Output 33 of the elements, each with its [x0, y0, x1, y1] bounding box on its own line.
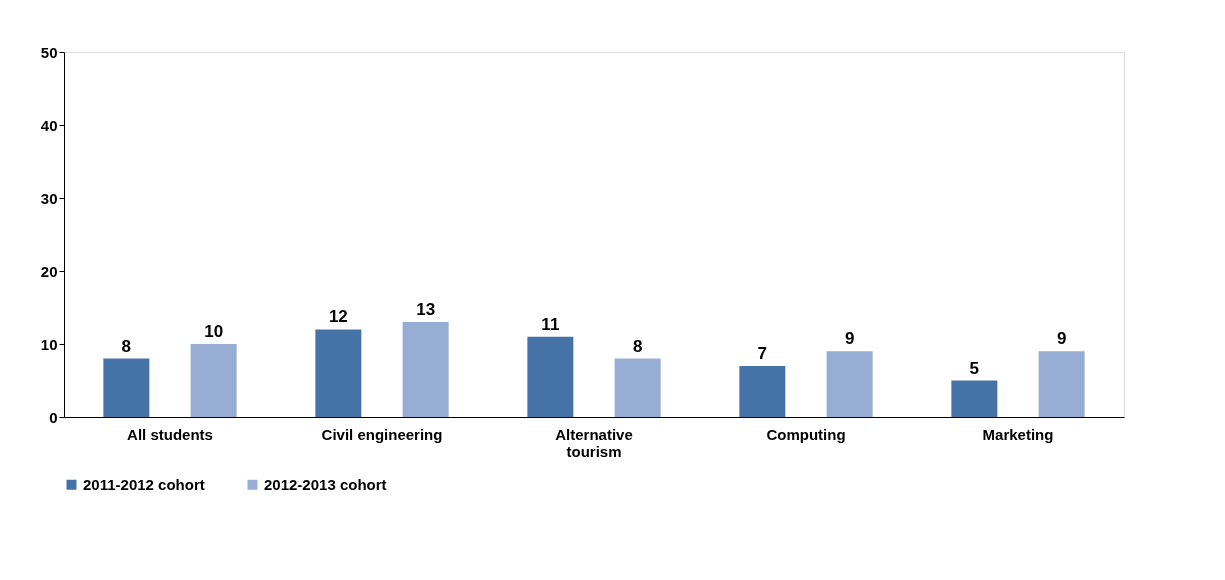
data-label: 11 [541, 314, 560, 334]
bar [527, 336, 574, 417]
data-label: 9 [1056, 329, 1067, 349]
x-tick-label: Alternative tourism [555, 425, 633, 460]
bar [190, 344, 237, 417]
bar [1038, 351, 1085, 417]
y-tick-label: 10 [40, 335, 58, 353]
bar [614, 358, 661, 417]
data-label: 5 [969, 358, 980, 378]
y-tick-label: 50 [40, 43, 58, 61]
bar [103, 358, 150, 417]
data-label: 8 [121, 336, 132, 356]
bar [402, 322, 449, 417]
x-tick-label: Computing [766, 425, 846, 443]
data-label: 13 [416, 300, 436, 320]
legend-label: 2012-2013 cohort [264, 475, 387, 493]
y-tick-label: 0 [49, 408, 58, 426]
data-label: 10 [204, 322, 224, 341]
x-tick-label: Civil engineering [321, 425, 443, 443]
data-label: 12 [328, 307, 348, 327]
data-label: 9 [844, 329, 855, 349]
data-label: 7 [757, 343, 768, 363]
bar [826, 351, 873, 417]
data-label: 8 [632, 336, 643, 356]
bar [951, 380, 998, 417]
x-tick-label: Marketing [982, 425, 1054, 443]
bar [315, 329, 362, 417]
x-tick-label: All students [127, 425, 213, 443]
legend-label: 2011-2012 cohort [83, 475, 205, 493]
y-tick-label: 40 [40, 116, 58, 134]
y-tick-label: 20 [40, 262, 58, 280]
y-tick-label: 30 [40, 189, 58, 207]
bar [739, 365, 786, 417]
